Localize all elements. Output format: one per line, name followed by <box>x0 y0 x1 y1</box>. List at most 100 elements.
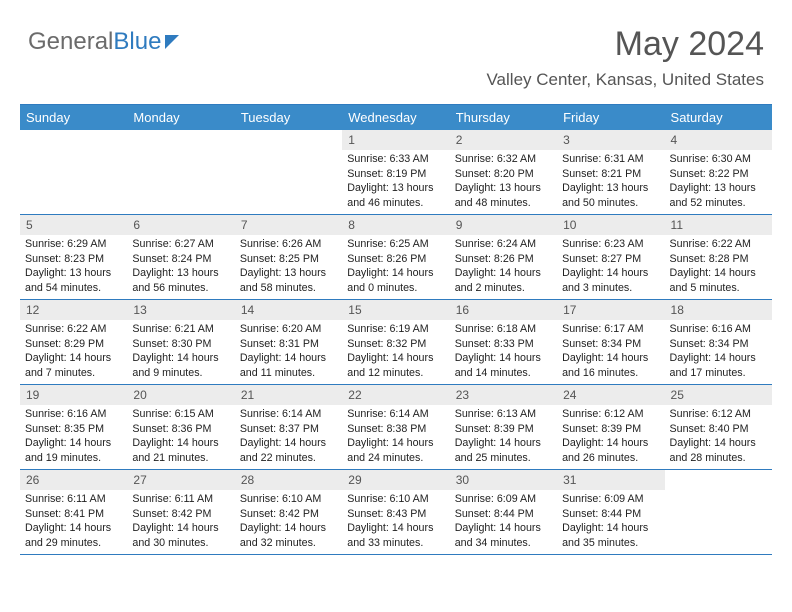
day-details: Sunrise: 6:31 AMSunset: 8:21 PMDaylight:… <box>557 150 664 214</box>
day-details: Sunrise: 6:26 AMSunset: 8:25 PMDaylight:… <box>235 235 342 299</box>
day-header: Monday <box>127 105 234 130</box>
day-number: 6 <box>127 215 234 235</box>
day-details: Sunrise: 6:23 AMSunset: 8:27 PMDaylight:… <box>557 235 664 299</box>
day-cell: 16Sunrise: 6:18 AMSunset: 8:33 PMDayligh… <box>450 300 557 384</box>
day-header: Wednesday <box>342 105 449 130</box>
day-cell: 5Sunrise: 6:29 AMSunset: 8:23 PMDaylight… <box>20 215 127 299</box>
day-cell: 2Sunrise: 6:32 AMSunset: 8:20 PMDaylight… <box>450 130 557 214</box>
day-details: Sunrise: 6:27 AMSunset: 8:24 PMDaylight:… <box>127 235 234 299</box>
day-number: 30 <box>450 470 557 490</box>
day-details: Sunrise: 6:19 AMSunset: 8:32 PMDaylight:… <box>342 320 449 384</box>
day-number: 22 <box>342 385 449 405</box>
day-cell: 20Sunrise: 6:15 AMSunset: 8:36 PMDayligh… <box>127 385 234 469</box>
day-details: Sunrise: 6:32 AMSunset: 8:20 PMDaylight:… <box>450 150 557 214</box>
day-cell: 18Sunrise: 6:16 AMSunset: 8:34 PMDayligh… <box>665 300 772 384</box>
day-cell: 28Sunrise: 6:10 AMSunset: 8:42 PMDayligh… <box>235 470 342 554</box>
day-number: 20 <box>127 385 234 405</box>
day-details: Sunrise: 6:12 AMSunset: 8:39 PMDaylight:… <box>557 405 664 469</box>
day-header: Thursday <box>450 105 557 130</box>
day-details: Sunrise: 6:33 AMSunset: 8:19 PMDaylight:… <box>342 150 449 214</box>
day-cell: 27Sunrise: 6:11 AMSunset: 8:42 PMDayligh… <box>127 470 234 554</box>
day-details: Sunrise: 6:09 AMSunset: 8:44 PMDaylight:… <box>450 490 557 554</box>
day-cell: 21Sunrise: 6:14 AMSunset: 8:37 PMDayligh… <box>235 385 342 469</box>
day-number: 26 <box>20 470 127 490</box>
location-subtitle: Valley Center, Kansas, United States <box>486 70 764 90</box>
day-cell: 15Sunrise: 6:19 AMSunset: 8:32 PMDayligh… <box>342 300 449 384</box>
day-cell: 22Sunrise: 6:14 AMSunset: 8:38 PMDayligh… <box>342 385 449 469</box>
day-cell: 14Sunrise: 6:20 AMSunset: 8:31 PMDayligh… <box>235 300 342 384</box>
day-details: Sunrise: 6:24 AMSunset: 8:26 PMDaylight:… <box>450 235 557 299</box>
day-number: 8 <box>342 215 449 235</box>
day-details: Sunrise: 6:16 AMSunset: 8:35 PMDaylight:… <box>20 405 127 469</box>
day-details: Sunrise: 6:18 AMSunset: 8:33 PMDaylight:… <box>450 320 557 384</box>
day-number: 27 <box>127 470 234 490</box>
day-number: 9 <box>450 215 557 235</box>
day-number: 7 <box>235 215 342 235</box>
day-details: Sunrise: 6:29 AMSunset: 8:23 PMDaylight:… <box>20 235 127 299</box>
logo-icon <box>165 35 179 49</box>
day-details: Sunrise: 6:12 AMSunset: 8:40 PMDaylight:… <box>665 405 772 469</box>
day-number: 13 <box>127 300 234 320</box>
day-details: Sunrise: 6:11 AMSunset: 8:41 PMDaylight:… <box>20 490 127 554</box>
day-number: 19 <box>20 385 127 405</box>
week-row: ......1Sunrise: 6:33 AMSunset: 8:19 PMDa… <box>20 130 772 215</box>
day-number: 10 <box>557 215 664 235</box>
calendar: SundayMondayTuesdayWednesdayThursdayFrid… <box>20 104 772 555</box>
day-number: 12 <box>20 300 127 320</box>
day-number: 17 <box>557 300 664 320</box>
day-number: 29 <box>342 470 449 490</box>
calendar-header-row: SundayMondayTuesdayWednesdayThursdayFrid… <box>20 105 772 130</box>
day-details: Sunrise: 6:13 AMSunset: 8:39 PMDaylight:… <box>450 405 557 469</box>
logo: GeneralBlue <box>28 28 179 56</box>
day-cell: .. <box>20 130 127 214</box>
day-cell: 23Sunrise: 6:13 AMSunset: 8:39 PMDayligh… <box>450 385 557 469</box>
day-details: Sunrise: 6:11 AMSunset: 8:42 PMDaylight:… <box>127 490 234 554</box>
week-row: 26Sunrise: 6:11 AMSunset: 8:41 PMDayligh… <box>20 470 772 555</box>
day-number: 3 <box>557 130 664 150</box>
week-row: 12Sunrise: 6:22 AMSunset: 8:29 PMDayligh… <box>20 300 772 385</box>
day-details: Sunrise: 6:25 AMSunset: 8:26 PMDaylight:… <box>342 235 449 299</box>
day-cell: 29Sunrise: 6:10 AMSunset: 8:43 PMDayligh… <box>342 470 449 554</box>
day-header: Sunday <box>20 105 127 130</box>
day-cell: 8Sunrise: 6:25 AMSunset: 8:26 PMDaylight… <box>342 215 449 299</box>
day-header: Tuesday <box>235 105 342 130</box>
day-details: Sunrise: 6:17 AMSunset: 8:34 PMDaylight:… <box>557 320 664 384</box>
day-number: 16 <box>450 300 557 320</box>
day-cell: 6Sunrise: 6:27 AMSunset: 8:24 PMDaylight… <box>127 215 234 299</box>
day-number: 18 <box>665 300 772 320</box>
day-number: 31 <box>557 470 664 490</box>
day-number: 23 <box>450 385 557 405</box>
day-cell: 30Sunrise: 6:09 AMSunset: 8:44 PMDayligh… <box>450 470 557 554</box>
day-details: Sunrise: 6:22 AMSunset: 8:29 PMDaylight:… <box>20 320 127 384</box>
day-details: Sunrise: 6:14 AMSunset: 8:37 PMDaylight:… <box>235 405 342 469</box>
day-cell: 24Sunrise: 6:12 AMSunset: 8:39 PMDayligh… <box>557 385 664 469</box>
day-number: 1 <box>342 130 449 150</box>
day-number: 2 <box>450 130 557 150</box>
logo-text-1: General <box>28 28 113 56</box>
day-cell: 10Sunrise: 6:23 AMSunset: 8:27 PMDayligh… <box>557 215 664 299</box>
day-cell: 19Sunrise: 6:16 AMSunset: 8:35 PMDayligh… <box>20 385 127 469</box>
day-details: Sunrise: 6:14 AMSunset: 8:38 PMDaylight:… <box>342 405 449 469</box>
day-cell: 3Sunrise: 6:31 AMSunset: 8:21 PMDaylight… <box>557 130 664 214</box>
day-details: Sunrise: 6:22 AMSunset: 8:28 PMDaylight:… <box>665 235 772 299</box>
day-number: 24 <box>557 385 664 405</box>
day-cell: 11Sunrise: 6:22 AMSunset: 8:28 PMDayligh… <box>665 215 772 299</box>
day-number: 14 <box>235 300 342 320</box>
day-details: Sunrise: 6:16 AMSunset: 8:34 PMDaylight:… <box>665 320 772 384</box>
day-details: Sunrise: 6:15 AMSunset: 8:36 PMDaylight:… <box>127 405 234 469</box>
week-row: 5Sunrise: 6:29 AMSunset: 8:23 PMDaylight… <box>20 215 772 300</box>
day-cell: 17Sunrise: 6:17 AMSunset: 8:34 PMDayligh… <box>557 300 664 384</box>
day-number: 15 <box>342 300 449 320</box>
day-number: 11 <box>665 215 772 235</box>
day-header: Friday <box>557 105 664 130</box>
day-cell: 12Sunrise: 6:22 AMSunset: 8:29 PMDayligh… <box>20 300 127 384</box>
day-cell: 31Sunrise: 6:09 AMSunset: 8:44 PMDayligh… <box>557 470 664 554</box>
day-details: Sunrise: 6:21 AMSunset: 8:30 PMDaylight:… <box>127 320 234 384</box>
day-details: Sunrise: 6:10 AMSunset: 8:42 PMDaylight:… <box>235 490 342 554</box>
day-cell: .. <box>665 470 772 554</box>
day-cell: 26Sunrise: 6:11 AMSunset: 8:41 PMDayligh… <box>20 470 127 554</box>
day-number: 28 <box>235 470 342 490</box>
day-cell: 7Sunrise: 6:26 AMSunset: 8:25 PMDaylight… <box>235 215 342 299</box>
page-title: May 2024 <box>615 25 764 64</box>
day-details: Sunrise: 6:09 AMSunset: 8:44 PMDaylight:… <box>557 490 664 554</box>
